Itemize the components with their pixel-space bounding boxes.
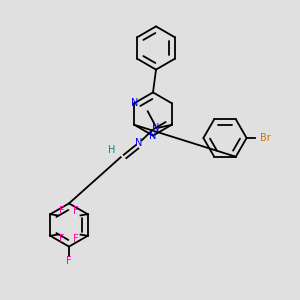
Text: F: F	[66, 256, 72, 266]
Text: N: N	[130, 98, 138, 108]
Text: N: N	[135, 138, 142, 148]
Text: Br: Br	[260, 133, 271, 143]
Text: N: N	[152, 123, 159, 133]
Text: F: F	[73, 206, 79, 216]
Text: H: H	[108, 145, 116, 155]
Text: F: F	[73, 234, 79, 244]
Text: F: F	[59, 234, 65, 244]
Text: F: F	[59, 206, 65, 216]
Text: N: N	[149, 130, 157, 141]
